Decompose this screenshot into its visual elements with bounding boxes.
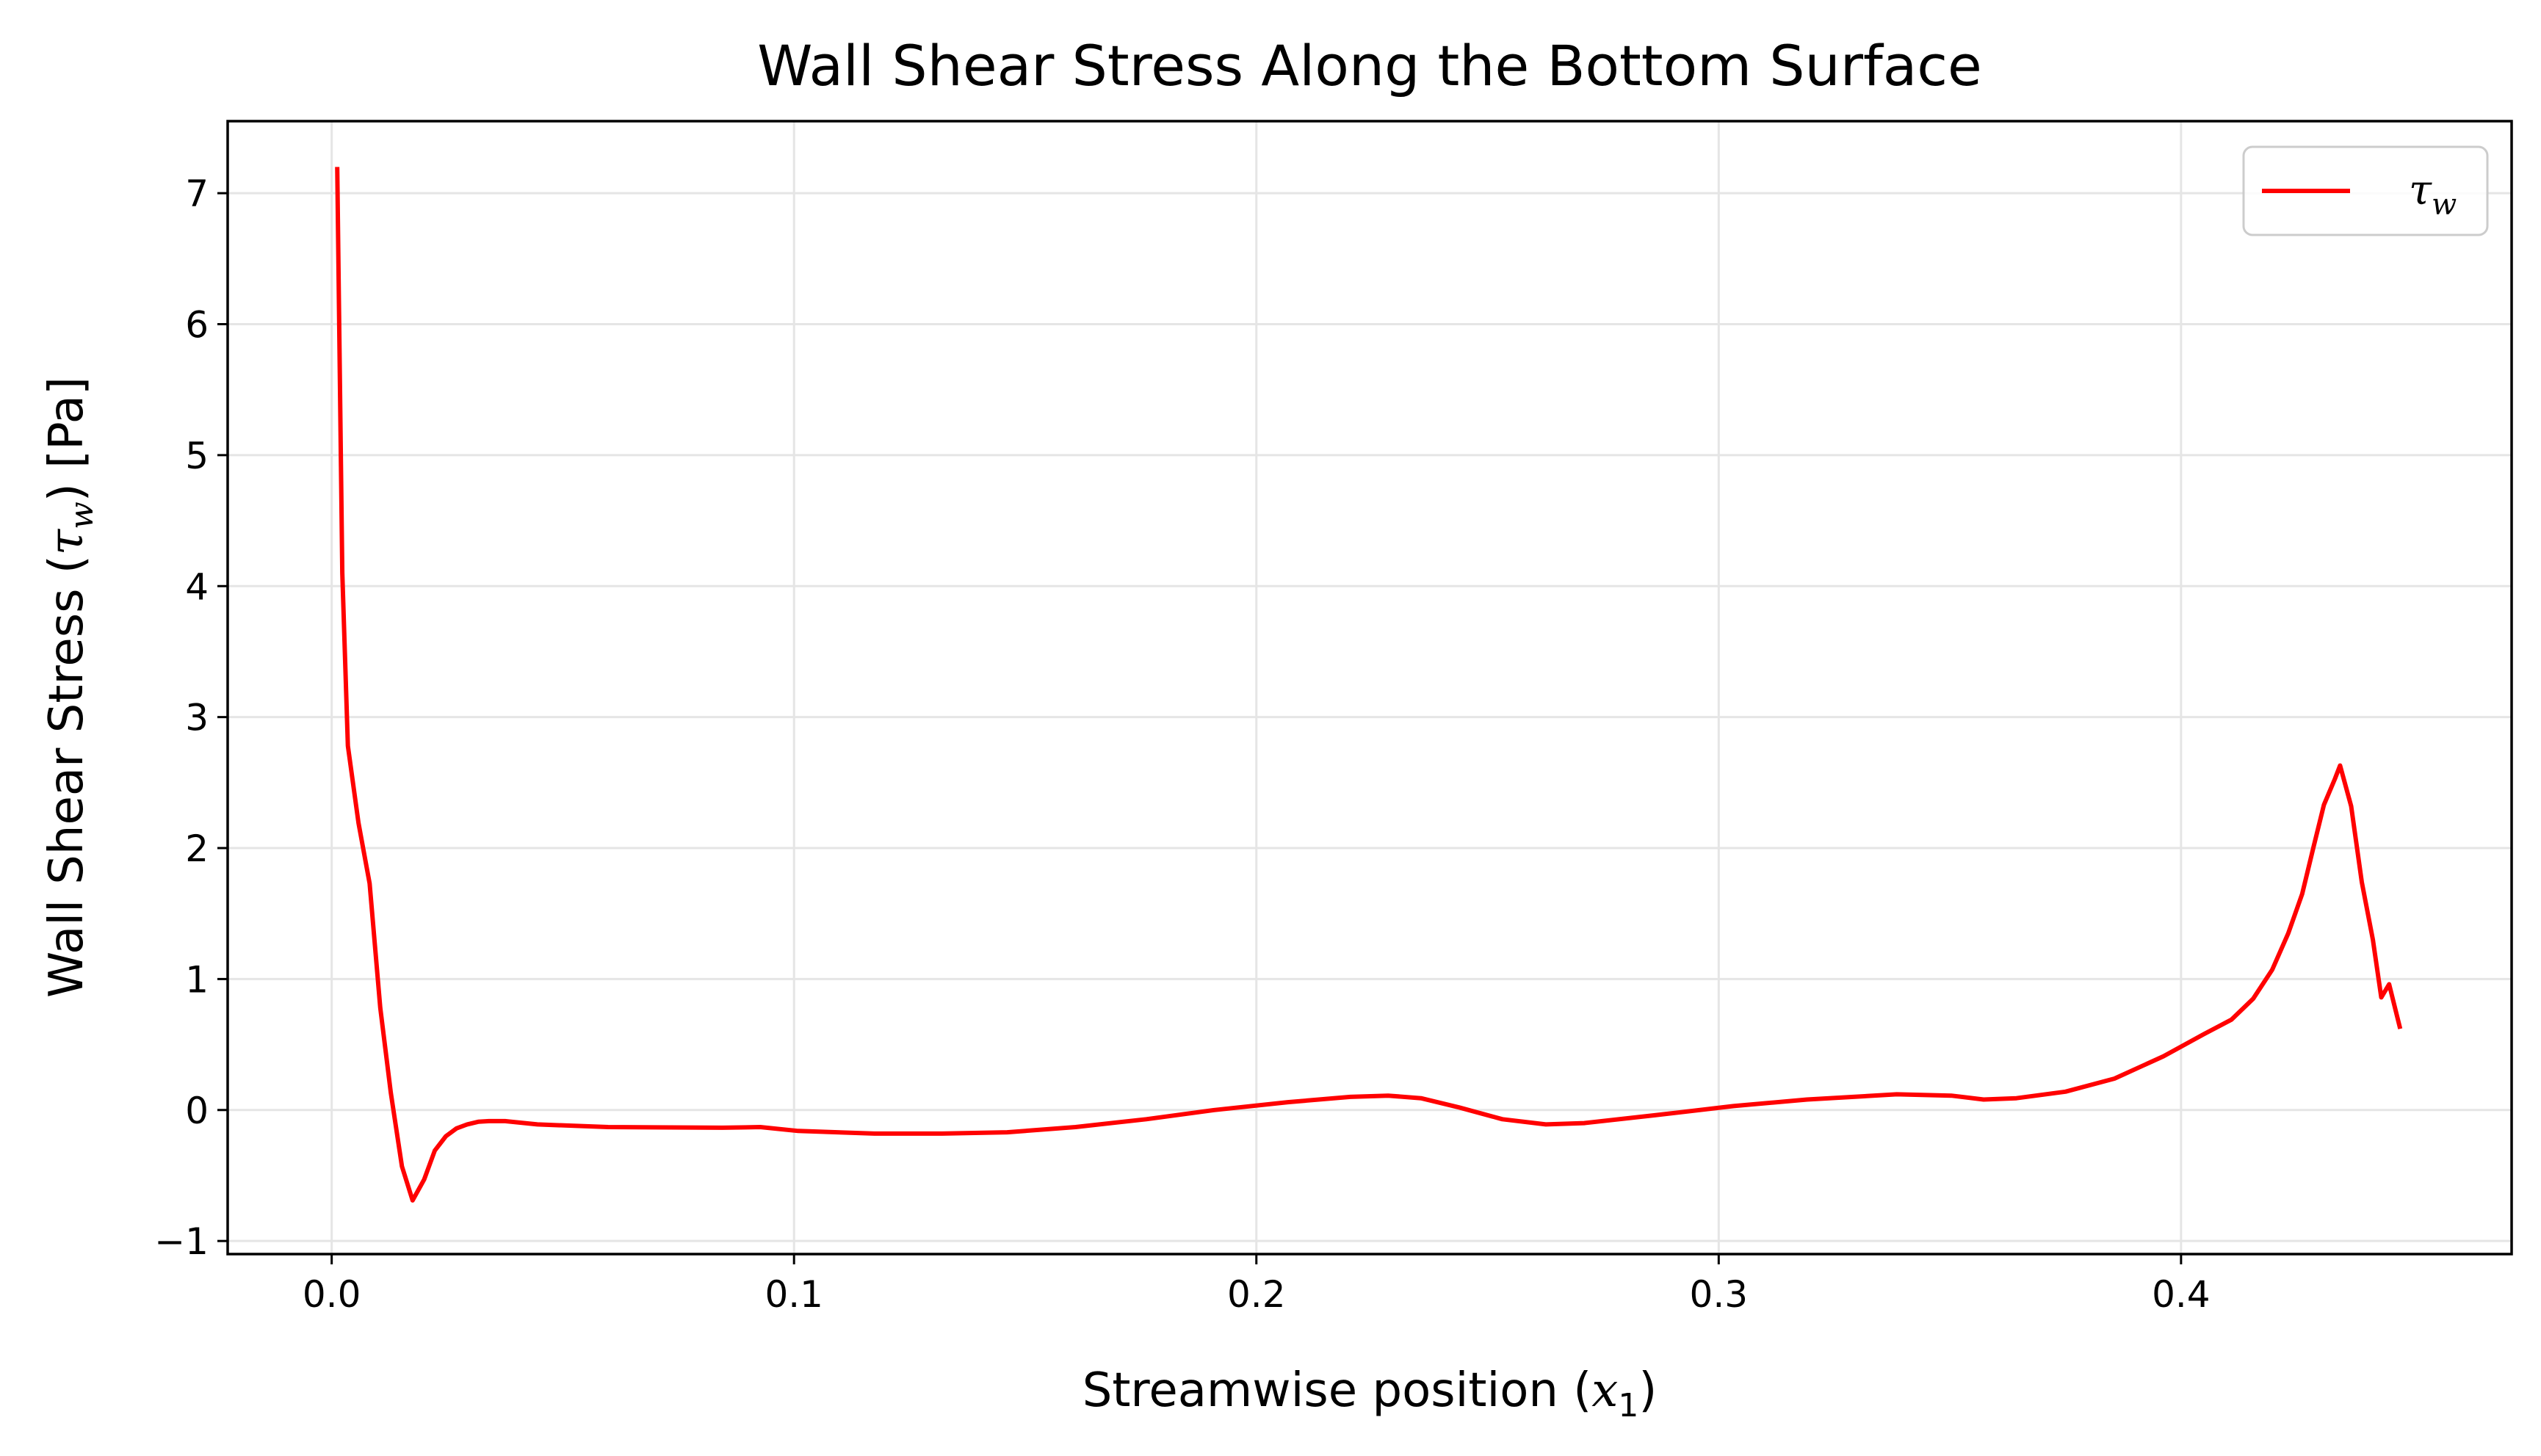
legend: τw xyxy=(2242,145,2489,236)
y-tick-label: 0 xyxy=(185,1090,209,1132)
y-axis-label: Wall Shear Stress (τw) [Pa] xyxy=(40,377,101,998)
legend-label: τw xyxy=(2409,167,2457,222)
x-tick-label: 0.0 xyxy=(303,1273,361,1316)
y-tick-label: 1 xyxy=(185,958,209,1001)
y-tick-label: 5 xyxy=(185,435,209,477)
grid xyxy=(228,121,2512,1254)
y-tick-label: 2 xyxy=(185,827,209,870)
x-tick-label: 0.3 xyxy=(1690,1273,1749,1316)
y-tick-label: 7 xyxy=(185,173,209,215)
x-axis-label: Streamwise position (x1) xyxy=(1082,1363,1658,1424)
y-tick-label: 4 xyxy=(185,565,209,608)
y-tick-label: 3 xyxy=(185,697,209,739)
legend-box xyxy=(2242,145,2489,236)
x-tick-label: 0.1 xyxy=(765,1273,823,1316)
series-line-tau-w xyxy=(335,167,2403,1203)
x-tick-label: 0.4 xyxy=(2152,1273,2211,1316)
x-tick-label: 0.2 xyxy=(1227,1273,1286,1316)
series-layer xyxy=(335,167,2403,1203)
y-tick-label: 6 xyxy=(185,303,209,346)
chart-title: Wall Shear Stress Along the Bottom Surfa… xyxy=(757,33,1982,98)
axes-frame xyxy=(226,120,2513,1256)
y-tick-label: −1 xyxy=(154,1220,209,1263)
axis-ticks: 0.0 0.1 0.2 0.3 0.4 −1 0 1 2 3 4 5 6 7 xyxy=(154,173,2210,1316)
